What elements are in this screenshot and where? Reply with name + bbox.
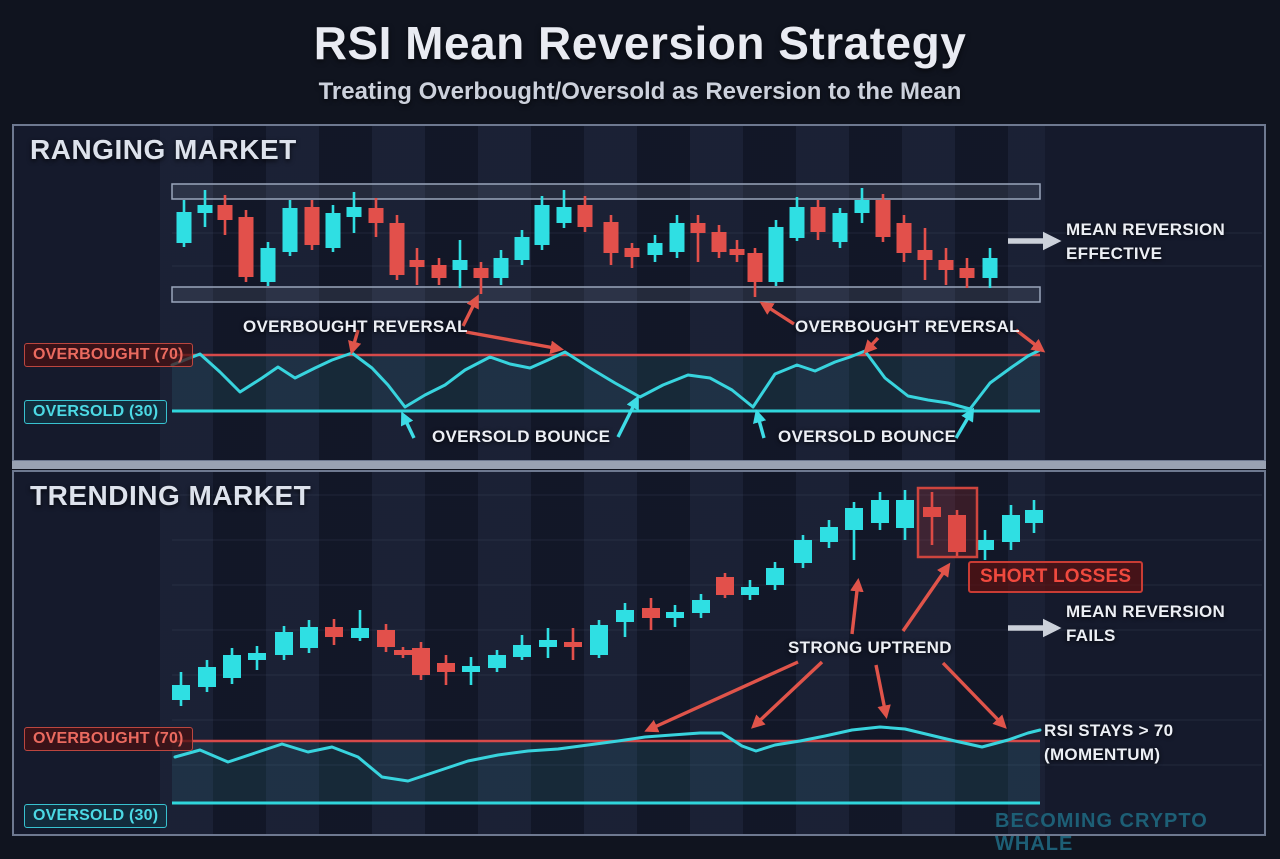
oversold-chip-trending: OVERSOLD (30) <box>24 804 168 828</box>
panel-trending-market <box>12 470 1266 836</box>
annotation-line: (MOMENTUM) <box>1044 745 1161 764</box>
annotation-line: MEAN REVERSION <box>1066 220 1226 239</box>
chart-background-stripes-ranging <box>160 126 1045 460</box>
overbought-chip-trending: OVERBOUGHT (70) <box>24 727 193 751</box>
short-losses-badge: SHORT LOSSES <box>968 561 1144 593</box>
annotation-line: EFFECTIVE <box>1066 244 1163 263</box>
annotation-strong-uptrend: STRONG UPTREND <box>788 638 952 657</box>
annotation-line: FAILS <box>1066 626 1116 645</box>
page-subtitle: Treating Overbought/Oversold as Reversio… <box>318 78 962 105</box>
annotation-mean-reversion-effective: MEAN REVERSION EFFECTIVE <box>1066 218 1225 266</box>
watermark: BECOMING CRYPTO WHALE <box>995 810 1208 855</box>
panel-ranging-market <box>12 124 1266 462</box>
annotation-overbought-reversal-2: OVERBOUGHT REVERSAL <box>795 317 1020 336</box>
overbought-chip-ranging: OVERBOUGHT (70) <box>24 343 193 367</box>
annotation-oversold-bounce-1: OVERSOLD BOUNCE <box>432 427 611 446</box>
annotation-oversold-bounce-2: OVERSOLD BOUNCE <box>778 427 957 446</box>
oversold-chip-ranging: OVERSOLD (30) <box>24 400 168 424</box>
page-title: RSI Mean Reversion Strategy <box>313 17 967 69</box>
trending-market-heading: TRENDING MARKET <box>30 480 312 511</box>
annotation-line: MEAN REVERSION <box>1066 602 1226 621</box>
annotation-rsi-stays-above-70: RSI STAYS > 70 (MOMENTUM) <box>1044 719 1173 767</box>
annotation-line: RSI STAYS > 70 <box>1044 721 1174 740</box>
panel-divider <box>12 461 1266 469</box>
annotation-mean-reversion-fails: MEAN REVERSION FAILS <box>1066 600 1225 648</box>
ranging-market-heading: RANGING MARKET <box>30 134 297 165</box>
annotation-overbought-reversal-1: OVERBOUGHT REVERSAL <box>243 317 468 336</box>
